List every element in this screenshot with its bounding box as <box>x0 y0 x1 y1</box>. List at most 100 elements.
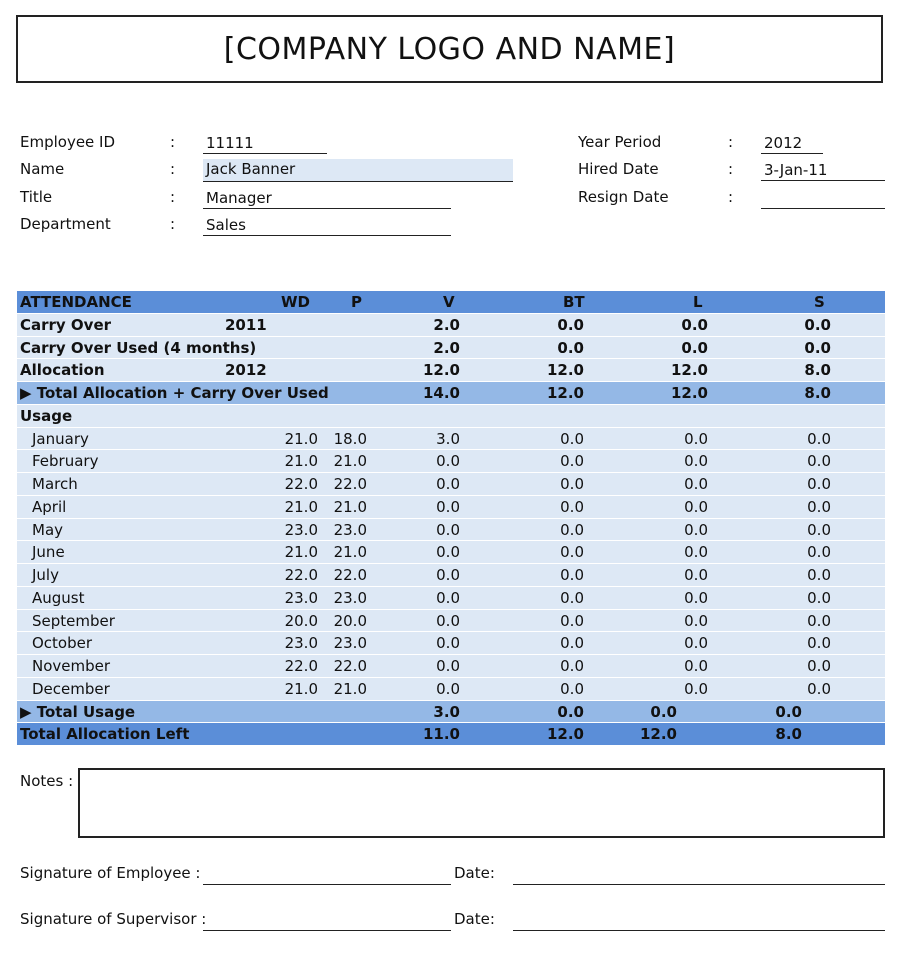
employee-signature-line[interactable] <box>203 884 451 885</box>
p-cell: 22.0 <box>333 566 367 584</box>
wd-cell: 23.0 <box>284 588 318 607</box>
table-header-row: ATTENDANCE WD P V BT L S <box>17 291 885 314</box>
year-period-label: Year Period <box>578 133 662 151</box>
colon: : <box>170 133 176 151</box>
table-row: August 23.0 23.0 0.0 0.0 0.0 0.0 <box>17 586 885 610</box>
row-label: Allocation <box>20 361 105 380</box>
bt-cell: 0.0 <box>560 566 584 584</box>
header-attendance: ATTENDANCE <box>20 293 132 311</box>
v-cell: 3.0 <box>433 702 460 721</box>
row-label: November <box>32 657 111 675</box>
name-label: Name <box>20 160 65 178</box>
bt-cell: 12.0 <box>546 384 584 402</box>
p-cell: 23.0 <box>333 520 367 539</box>
table-row: Total Allocation Left 11.0 12.0 12.0 8.0 <box>17 723 885 746</box>
s-cell: 0.0 <box>804 338 831 357</box>
table-row: Carry Over Used (4 months) 2.0 0.0 0.0 0.0 <box>17 336 885 360</box>
p-cell: 21.0 <box>333 679 367 698</box>
bt-cell: 0.0 <box>557 338 584 357</box>
v-cell: 2.0 <box>433 338 460 357</box>
row-year: 2012 <box>225 361 267 380</box>
l-cell: 0.0 <box>684 634 708 653</box>
row-label: September <box>32 611 115 630</box>
title-field[interactable]: Manager <box>203 189 451 209</box>
bt-cell: 0.0 <box>560 429 584 448</box>
resign-date-label: Resign Date <box>578 188 669 206</box>
l-cell: 0.0 <box>684 679 708 698</box>
s-cell: 0.0 <box>807 566 831 584</box>
table-row: March 22.0 22.0 0.0 0.0 0.0 0.0 <box>17 473 885 496</box>
row-label: Carry Over Used (4 months) <box>20 338 257 357</box>
bt-cell: 0.0 <box>560 611 584 630</box>
bt-cell: 0.0 <box>560 657 584 675</box>
employee-date-line[interactable] <box>513 884 885 885</box>
s-cell: 0.0 <box>807 520 831 539</box>
employee-signature-label: Signature of Employee : <box>20 864 201 882</box>
company-logo-placeholder: [COMPANY LOGO AND NAME] <box>16 15 883 83</box>
table-row: December 21.0 21.0 0.0 0.0 0.0 0.0 <box>17 677 885 701</box>
header-bt: BT <box>563 293 585 311</box>
row-label: October <box>32 634 93 653</box>
name-field[interactable]: Jack Banner <box>203 159 513 182</box>
table-row: January 21.0 18.0 3.0 0.0 0.0 0.0 <box>17 427 885 451</box>
year-period-field[interactable]: 2012 <box>761 134 823 154</box>
hired-date-label: Hired Date <box>578 160 659 178</box>
l-cell: 12.0 <box>639 725 677 744</box>
s-cell: 0.0 <box>807 679 831 698</box>
table-row: September 20.0 20.0 0.0 0.0 0.0 0.0 <box>17 609 885 633</box>
v-cell: 0.0 <box>436 452 460 471</box>
bt-cell: 0.0 <box>560 520 584 539</box>
s-cell: 0.0 <box>807 611 831 630</box>
colon: : <box>170 160 176 178</box>
row-label: February <box>32 452 99 471</box>
v-cell: 0.0 <box>436 543 460 562</box>
supervisor-signature-line[interactable] <box>203 930 451 931</box>
v-cell: 2.0 <box>433 315 460 334</box>
s-cell: 0.0 <box>804 315 831 334</box>
row-year: 2011 <box>225 315 267 334</box>
row-label: January <box>32 429 89 448</box>
notes-field[interactable] <box>78 768 885 838</box>
wd-cell: 21.0 <box>284 452 318 471</box>
l-cell: 0.0 <box>684 429 708 448</box>
table-row: April 21.0 21.0 0.0 0.0 0.0 0.0 <box>17 495 885 519</box>
bt-cell: 0.0 <box>560 497 584 516</box>
l-cell: 0.0 <box>684 520 708 539</box>
supervisor-date-line[interactable] <box>513 930 885 931</box>
l-cell: 0.0 <box>684 657 708 675</box>
row-label: March <box>32 475 78 493</box>
v-cell: 14.0 <box>422 384 460 402</box>
l-cell: 0.0 <box>684 566 708 584</box>
v-cell: 0.0 <box>436 634 460 653</box>
l-cell: 0.0 <box>684 588 708 607</box>
s-cell: 8.0 <box>804 384 831 402</box>
s-cell: 0.0 <box>807 497 831 516</box>
wd-cell: 23.0 <box>284 520 318 539</box>
row-label: Total Allocation Left <box>20 725 190 744</box>
wd-cell: 22.0 <box>284 475 318 493</box>
v-cell: 12.0 <box>422 361 460 380</box>
colon: : <box>170 188 176 206</box>
colon: : <box>728 188 734 206</box>
s-cell: 0.0 <box>807 657 831 675</box>
bt-cell: 0.0 <box>560 588 584 607</box>
table-row: Usage <box>17 404 885 428</box>
header-p: P <box>351 293 362 311</box>
row-label: ▶ Total Usage <box>20 702 136 721</box>
department-field[interactable]: Sales <box>203 216 451 236</box>
bt-cell: 12.0 <box>546 361 584 380</box>
row-label: August <box>32 588 85 607</box>
resign-date-field[interactable] <box>761 189 885 209</box>
bt-cell: 0.0 <box>560 452 584 471</box>
table-row: October 23.0 23.0 0.0 0.0 0.0 0.0 <box>17 632 885 655</box>
hired-date-field[interactable]: 3-Jan-11 <box>761 161 885 181</box>
wd-cell: 21.0 <box>284 429 318 448</box>
row-label: July <box>32 566 59 584</box>
l-cell: 0.0 <box>684 475 708 493</box>
employee-id-field[interactable]: 11111 <box>203 134 327 154</box>
l-cell: 0.0 <box>684 497 708 516</box>
row-label: May <box>32 520 64 539</box>
row-label: ▶ Total Allocation + Carry Over Used <box>20 384 329 402</box>
title-label: Title <box>20 188 53 206</box>
table-row: June 21.0 21.0 0.0 0.0 0.0 0.0 <box>17 541 885 564</box>
